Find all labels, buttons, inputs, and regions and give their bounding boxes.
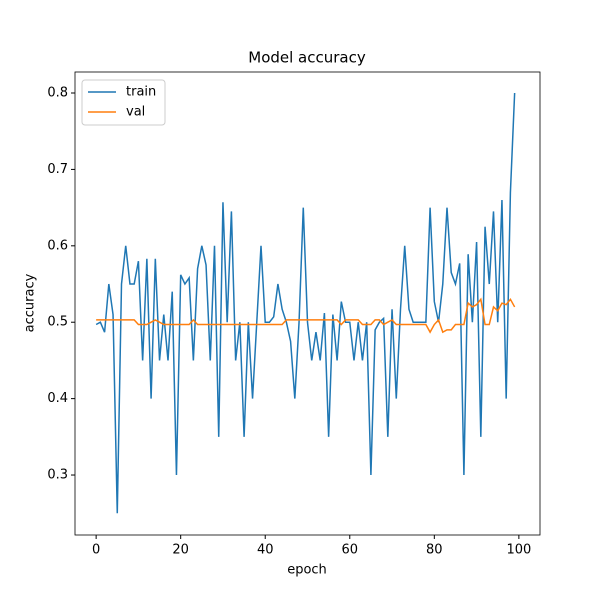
series-line [95,92,516,514]
x-tick-label: 40 [257,543,274,558]
y-tick-label: 0.8 [47,86,68,101]
y-tick-label: 0.3 [47,468,68,483]
legend-label: train [126,85,156,100]
y-tick-label: 0.4 [47,391,68,406]
chart-title: Model accuracy [248,49,366,67]
x-axis-label: epoch [287,563,327,578]
y-tick-label: 0.6 [47,238,68,253]
legend-label: val [126,105,145,120]
plot-frame [74,71,541,536]
x-tick-label: 20 [172,543,189,558]
x-tick-label: 60 [341,543,358,558]
x-tick-label: 80 [426,543,443,558]
y-tick-label: 0.5 [47,315,68,330]
x-tick-label: 0 [92,543,100,558]
x-tick-label: 100 [506,543,531,558]
series-line [96,297,516,334]
y-tick-label: 0.7 [47,162,68,177]
y-axis-label: accuracy [23,273,38,332]
